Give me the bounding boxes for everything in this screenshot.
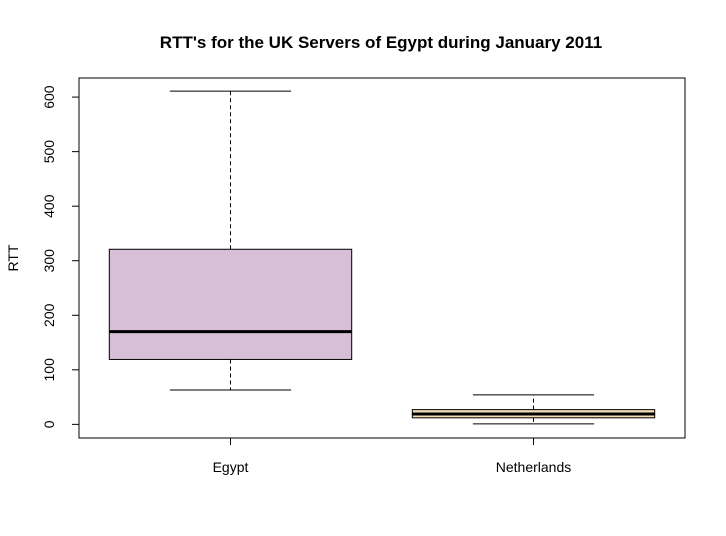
y-tick-label: 400 bbox=[41, 194, 57, 218]
y-tick-label: 600 bbox=[41, 85, 57, 109]
box-netherlands bbox=[411, 394, 656, 425]
y-tick-label: 300 bbox=[41, 249, 57, 273]
x-axis: Egypt Netherlands bbox=[213, 438, 572, 475]
x-tick-label: Egypt bbox=[213, 459, 249, 475]
chart-title: RTT's for the UK Servers of Egypt during… bbox=[160, 33, 602, 52]
y-tick-label: 200 bbox=[41, 303, 57, 327]
iqr-box bbox=[108, 248, 353, 360]
y-axis-label: RTT bbox=[5, 244, 21, 271]
y-tick-label: 0 bbox=[41, 420, 57, 428]
plot-frame bbox=[78, 77, 686, 439]
x-tick-label: Netherlands bbox=[496, 459, 572, 475]
y-axis: 0 100 200 300 400 500 600 bbox=[41, 85, 79, 428]
box-egypt bbox=[108, 90, 353, 391]
y-tick-label: 500 bbox=[41, 140, 57, 164]
y-tick-label: 100 bbox=[41, 358, 57, 382]
boxes bbox=[108, 90, 656, 425]
